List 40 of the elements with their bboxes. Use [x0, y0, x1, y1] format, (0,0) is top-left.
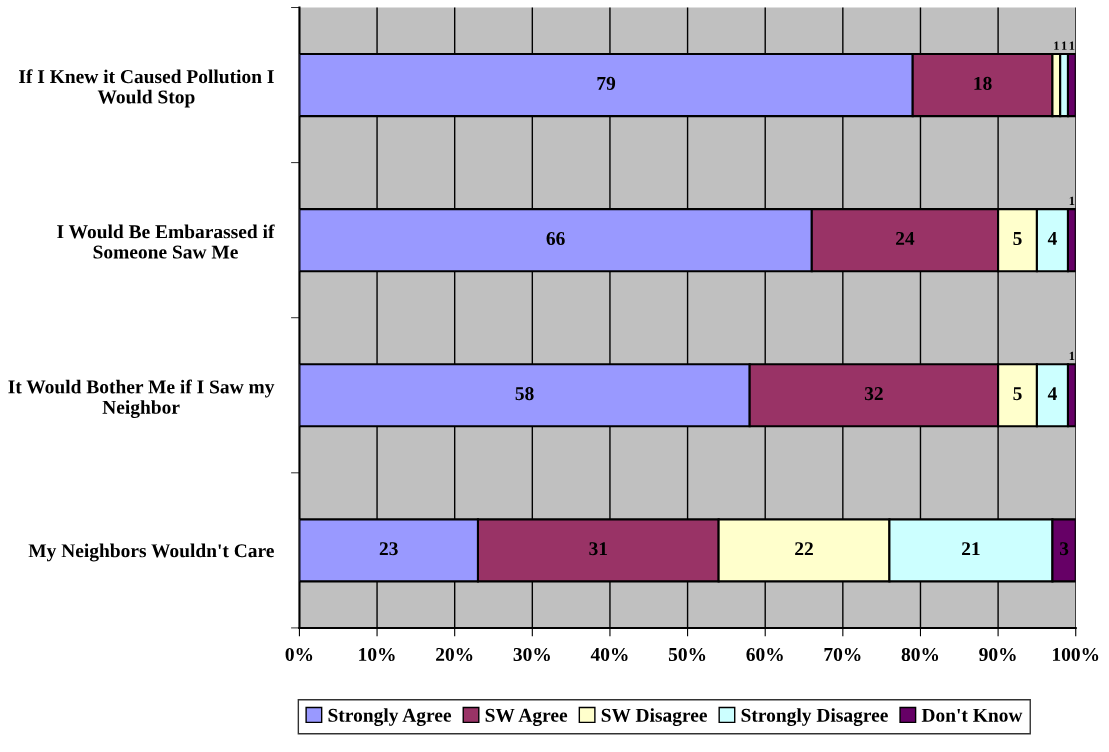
data-label: 79	[597, 76, 616, 90]
x-tick-label: 10%	[359, 647, 395, 662]
data-label: 1	[1069, 351, 1075, 361]
data-label: 1	[1069, 41, 1075, 50]
legend-label: Strongly Agree	[328, 708, 452, 726]
y-tick-label: I Would Be Embarassed if Someone Saw Me	[57, 224, 275, 259]
x-tick-label: 50%	[668, 647, 706, 662]
legend-label: SW Disagree	[601, 708, 707, 726]
data-label: 3	[1059, 542, 1069, 556]
y-tick-label: It Would Bother Me if I Saw my Neighbor	[8, 379, 275, 418]
x-tick-label: 80%	[901, 647, 939, 662]
data-label: 32	[864, 387, 883, 401]
data-label: 1	[1054, 41, 1059, 50]
x-tick-label: 70%	[824, 647, 861, 662]
x-tick-label: 30%	[513, 647, 550, 662]
x-tick-label: 40%	[590, 647, 628, 662]
data-label: 58	[515, 387, 534, 401]
data-label: 18	[974, 76, 992, 90]
x-tick-label: 0%	[285, 647, 313, 662]
data-label: 4	[1047, 387, 1057, 400]
data-label: 66	[546, 231, 565, 246]
x-tick-label: 100%	[1052, 647, 1099, 662]
x-tick-label: 60%	[746, 647, 783, 662]
x-tick-label: 90%	[979, 647, 1016, 662]
data-label: 1	[1061, 41, 1067, 50]
y-tick-label: My Neighbors Wouldn't Care	[28, 543, 274, 562]
legend-label: Strongly Disagree	[741, 708, 888, 726]
data-label: 24	[896, 231, 915, 245]
data-label: 31	[589, 542, 608, 556]
data-label: 5	[1013, 232, 1022, 246]
legend-label: SW Agree	[485, 708, 568, 726]
data-label: 22	[795, 542, 813, 556]
data-label: 21	[962, 542, 980, 556]
x-tick-label: 20%	[436, 647, 473, 662]
data-label: 23	[379, 542, 398, 556]
y-tick-label: If I Knew it Caused Pollution I Would Stop	[19, 69, 274, 108]
data-label: 5	[1013, 387, 1022, 401]
data-label: 1	[1069, 196, 1075, 205]
data-label: 4	[1047, 232, 1057, 245]
legend-label: Don't Know	[921, 708, 1023, 722]
